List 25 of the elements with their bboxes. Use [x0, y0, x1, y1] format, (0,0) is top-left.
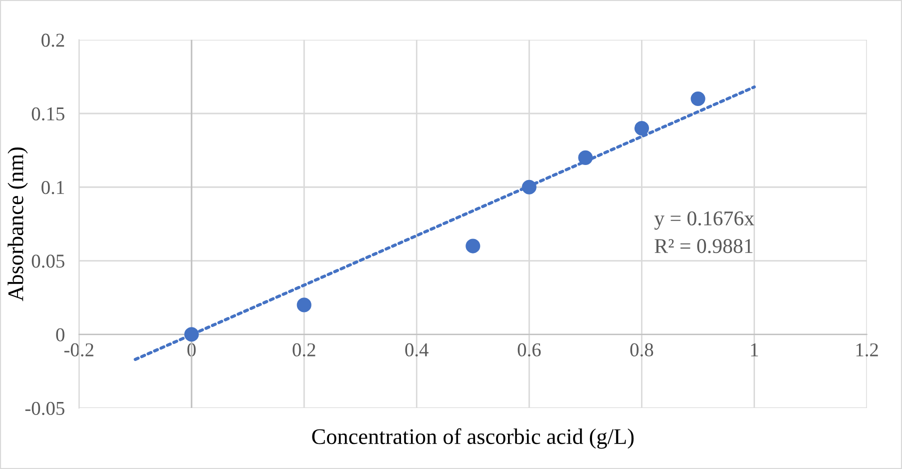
point: [522, 180, 536, 194]
y-tick-label: 0.05: [32, 254, 64, 268]
point: [296, 298, 312, 312]
x-axis-title: Concentration of ascorbic acid (g/L): [312, 428, 634, 449]
y-tick-label: 0.2: [42, 34, 64, 47]
point: [690, 91, 706, 106]
x-tick-label: 0.2: [292, 343, 316, 356]
point: [634, 120, 650, 136]
x-tick-label: 0.4: [405, 343, 428, 356]
annotation: R² = 0.9881: [654, 239, 752, 254]
point: [184, 327, 199, 342]
point: [466, 238, 480, 254]
y-axis-title: Absorbance (nm): [8, 147, 28, 302]
x-tick-label: 0: [187, 343, 196, 356]
x-tick-label: 0.6: [518, 343, 541, 356]
y-tick-label: 0.15: [32, 107, 64, 121]
x-tick-label: 1: [751, 343, 758, 356]
y-tick-label: 0: [56, 328, 64, 342]
y-tick-label: 0.1: [42, 180, 64, 194]
x-tick-label: 0.8: [630, 343, 654, 356]
x-tick-label: 1.2: [856, 343, 878, 356]
x-tick-label: -0.2: [64, 343, 94, 356]
y-tick-label: -0.05: [25, 402, 64, 416]
annotation: y = 0.1676x: [654, 211, 754, 230]
point: [578, 150, 593, 165]
